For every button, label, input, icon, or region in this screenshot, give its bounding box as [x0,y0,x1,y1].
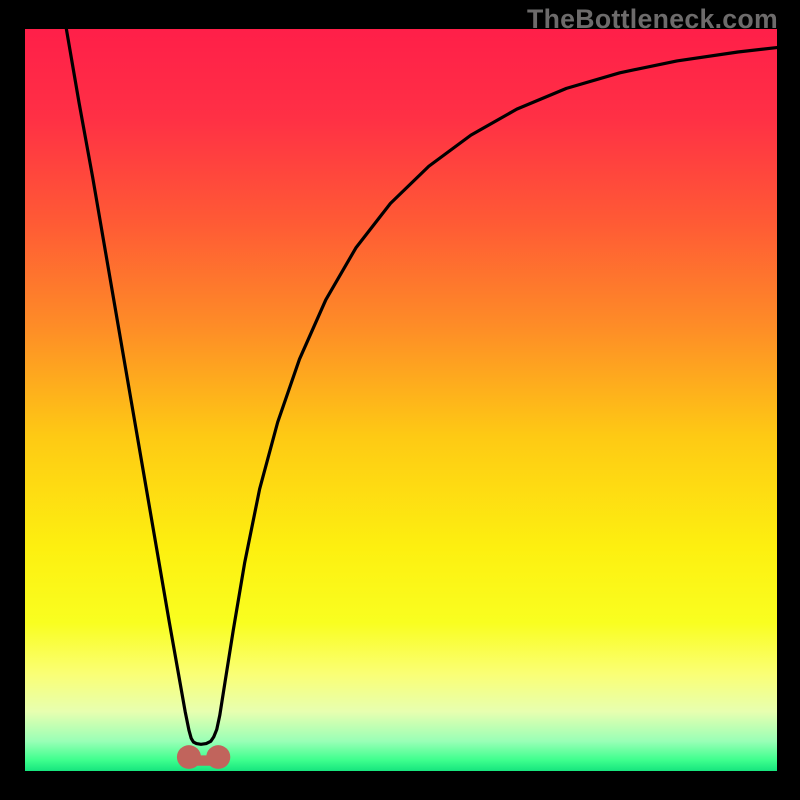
chart-frame: TheBottleneck.com [0,0,800,800]
plot-background [25,29,777,771]
watermark-label: TheBottleneck.com [527,4,778,35]
bottleneck-plot [0,0,800,800]
